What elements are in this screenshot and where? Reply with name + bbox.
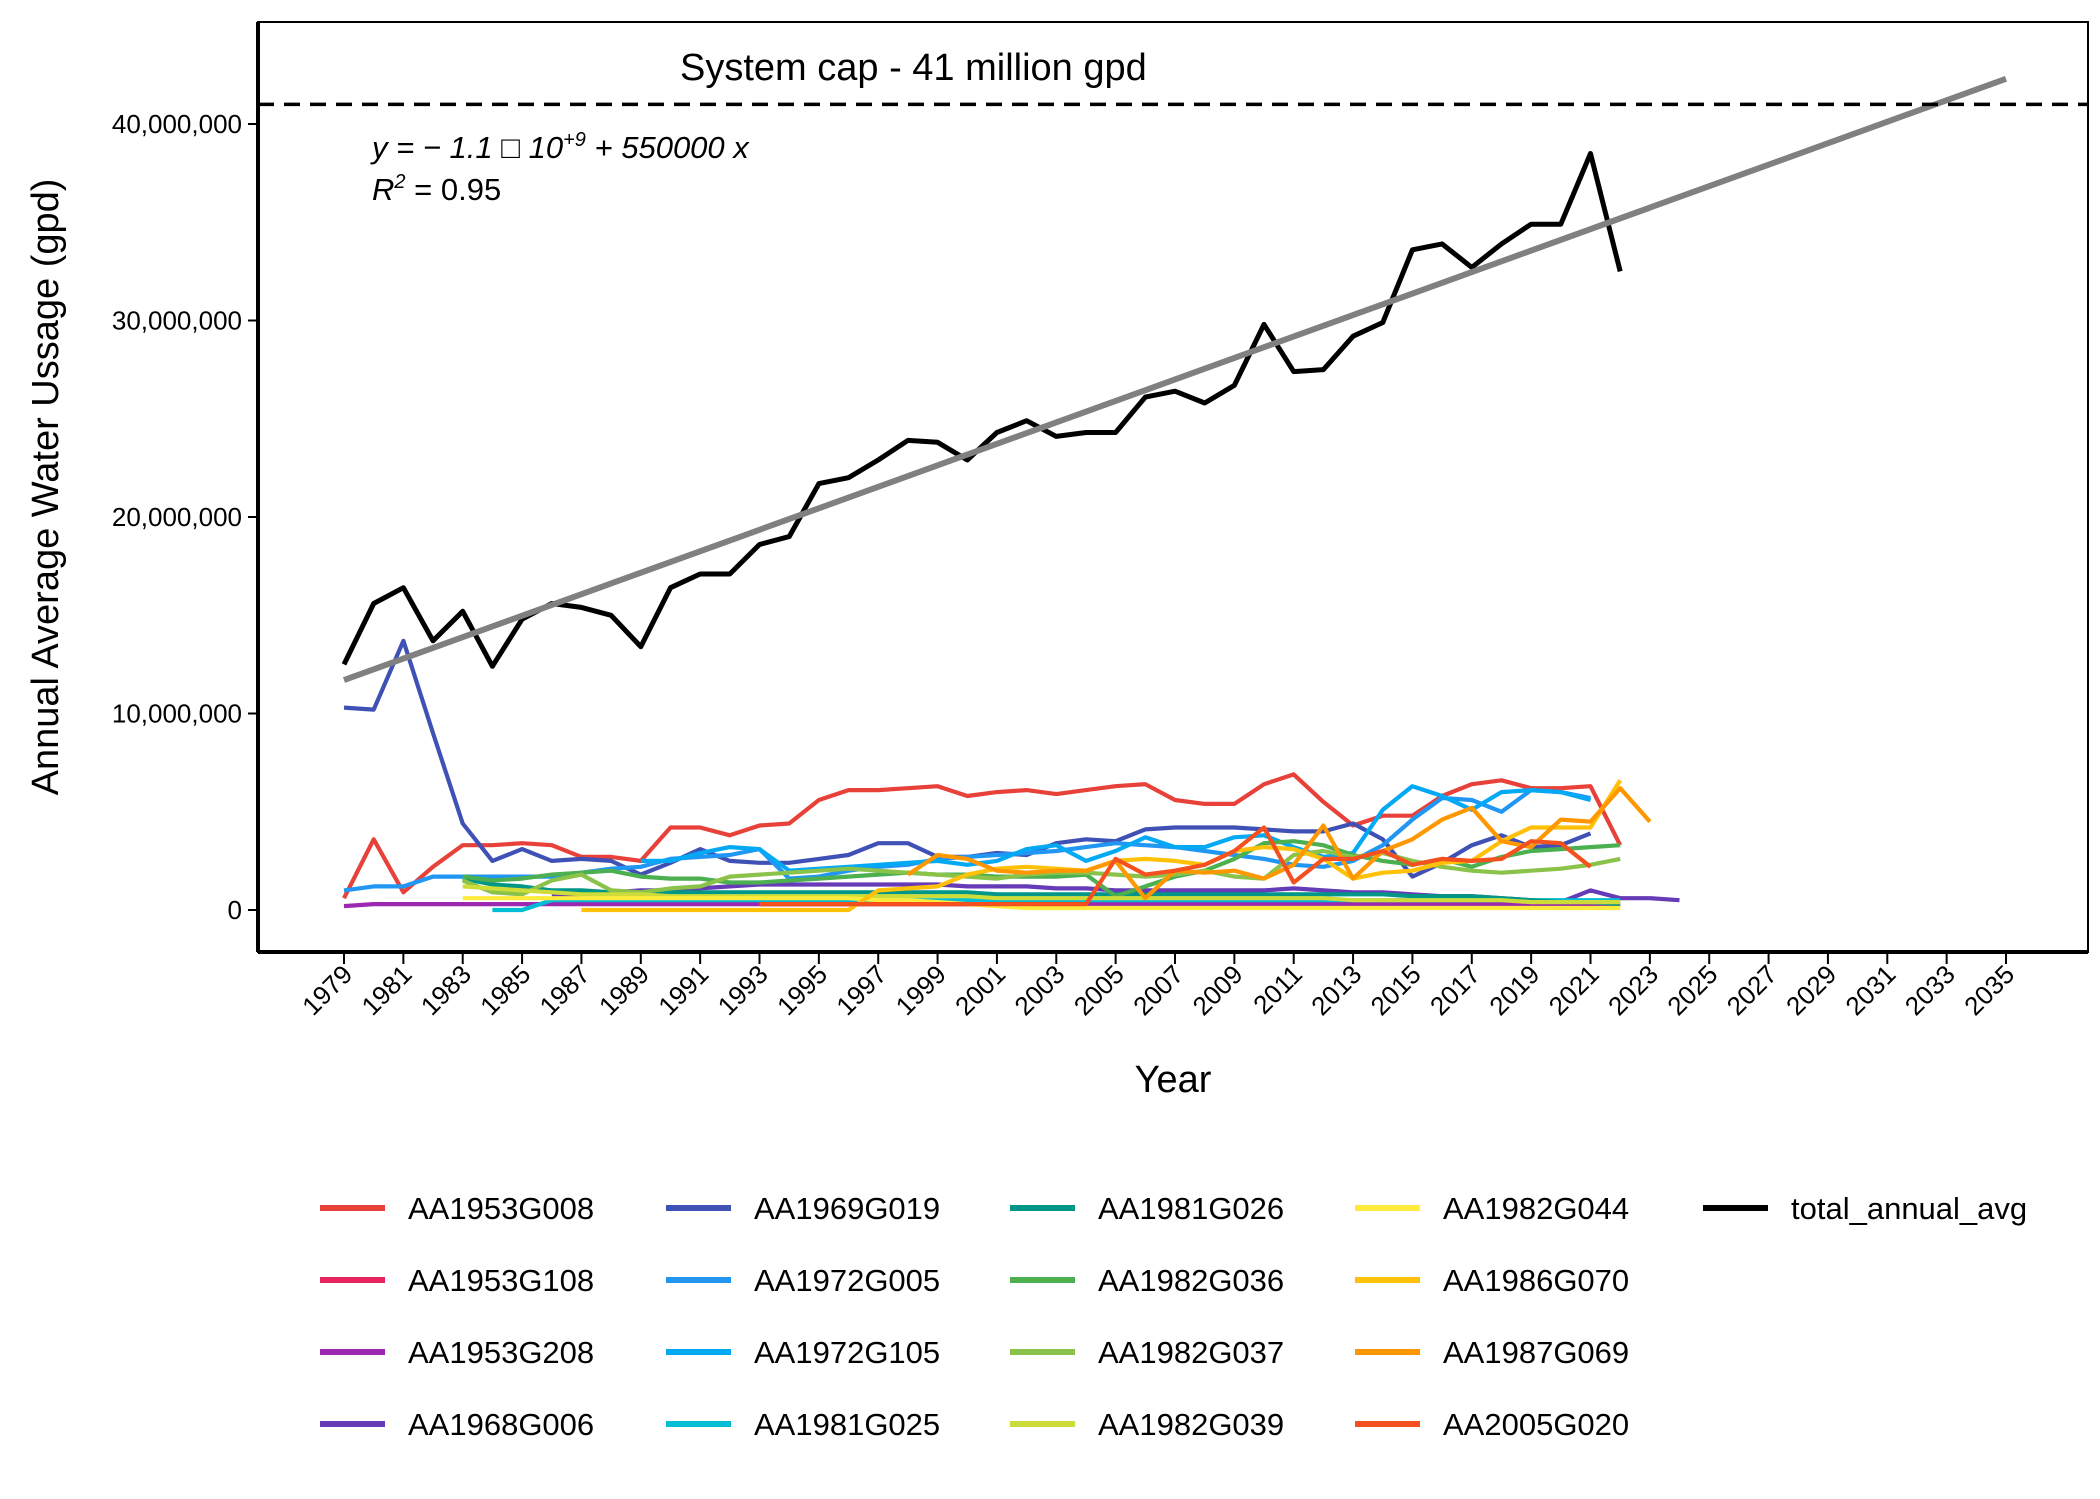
- x-tick-label: 2009: [1186, 959, 1248, 1021]
- legend-label: AA1982G036: [1098, 1263, 1284, 1298]
- x-tick-label: 2011: [1247, 959, 1308, 1020]
- y-axis-title: Annual Average Water Ussage (gpd): [25, 179, 67, 796]
- x-tick-label: 2027: [1721, 959, 1783, 1021]
- x-tick-label: 2021: [1543, 959, 1605, 1021]
- x-tick-label: 2029: [1780, 959, 1842, 1021]
- x-tick-label: 1991: [652, 959, 714, 1021]
- x-axis-title: Year: [1135, 1059, 1212, 1101]
- axes-layer: 0 10,000,000 20,000,000 30,000,000 40,000,00…: [25, 22, 2088, 1101]
- x-tick-label: 2017: [1424, 959, 1486, 1021]
- legend-label: total_annual_avg: [1791, 1191, 2027, 1226]
- series-line-aa1982g044: [462, 896, 1621, 911]
- overlay-layer: System cap - 41 million gpd y = − 1.1 □ 1…: [258, 47, 2088, 683]
- x-tick-label: 1983: [415, 959, 477, 1021]
- legend-label: AA1969G019: [754, 1191, 940, 1226]
- x-tick-label: 1993: [712, 959, 774, 1021]
- legend-label: AA1987G069: [1443, 1335, 1629, 1370]
- legend-label: AA1981G026: [1098, 1191, 1284, 1226]
- legend-label: AA2005G020: [1443, 1407, 1629, 1442]
- legend-label: AA1972G105: [754, 1335, 940, 1370]
- x-tick-label: 2035: [1958, 959, 2020, 1021]
- system-cap-label: System cap - 41 million gpd: [680, 47, 1147, 89]
- x-tick-label: 2015: [1365, 959, 1427, 1021]
- legend-label: AA1982G037: [1098, 1335, 1284, 1370]
- x-tick-label: 2031: [1839, 959, 1901, 1021]
- x-tick-label: 2019: [1483, 959, 1545, 1021]
- x-tick-label: 1989: [593, 959, 655, 1021]
- legend-label: AA1986G070: [1443, 1263, 1629, 1298]
- legend-label: AA1953G008: [408, 1191, 594, 1226]
- x-tick-label: 1985: [474, 959, 536, 1021]
- regression-line: [342, 75, 2008, 683]
- x-tick-label: 2007: [1127, 959, 1189, 1021]
- x-tick-label: 1981: [355, 959, 417, 1021]
- y-tick-label: 40,000,000: [112, 109, 242, 139]
- regression-r-squared: R2 = 0.95: [372, 171, 501, 207]
- y-tick-label: 20,000,000: [112, 502, 242, 532]
- x-tick-label: 2033: [1899, 959, 1961, 1021]
- x-tick-label: 2001: [949, 959, 1011, 1021]
- legend-label: AA1981G025: [754, 1407, 940, 1442]
- y-tick-label: 10,000,000: [112, 699, 242, 729]
- series-line-aa2005g020: [759, 825, 1592, 907]
- x-tick-label: 2025: [1661, 959, 1723, 1021]
- series-line-total-annual-avg: [341, 151, 1623, 669]
- x-tick-label: 2003: [1008, 959, 1070, 1021]
- x-tick-label: 1997: [830, 959, 892, 1021]
- x-tick-label: 1979: [296, 959, 358, 1021]
- x-tick-label: 2023: [1602, 959, 1664, 1021]
- legend-label: AA1972G005: [754, 1263, 940, 1298]
- series-line-aa1953g008: [342, 772, 1623, 900]
- legend-label: AA1953G108: [408, 1263, 594, 1298]
- y-tick-label: 30,000,000: [112, 306, 242, 336]
- y-tick-label: 0: [228, 895, 242, 925]
- legend: AA1953G008 AA1953G108 AA1953G208 AA1968G006…: [320, 1191, 2027, 1442]
- x-tick-label: 2013: [1305, 959, 1367, 1021]
- x-tick-label: 1995: [771, 959, 833, 1021]
- legend-label: AA1953G208: [408, 1335, 594, 1370]
- series-line-aa1982g039: [462, 884, 1621, 905]
- legend-label: AA1982G039: [1098, 1407, 1284, 1442]
- legend-label: AA1968G006: [408, 1407, 594, 1442]
- regression-equation: y = − 1.1 □ 10+9 + 550000 x: [370, 129, 750, 165]
- x-tick-label: 1999: [890, 959, 952, 1021]
- x-tick-label: 1987: [534, 959, 596, 1021]
- legend-label: AA1982G044: [1443, 1191, 1629, 1226]
- x-tick-label: 2005: [1068, 959, 1130, 1021]
